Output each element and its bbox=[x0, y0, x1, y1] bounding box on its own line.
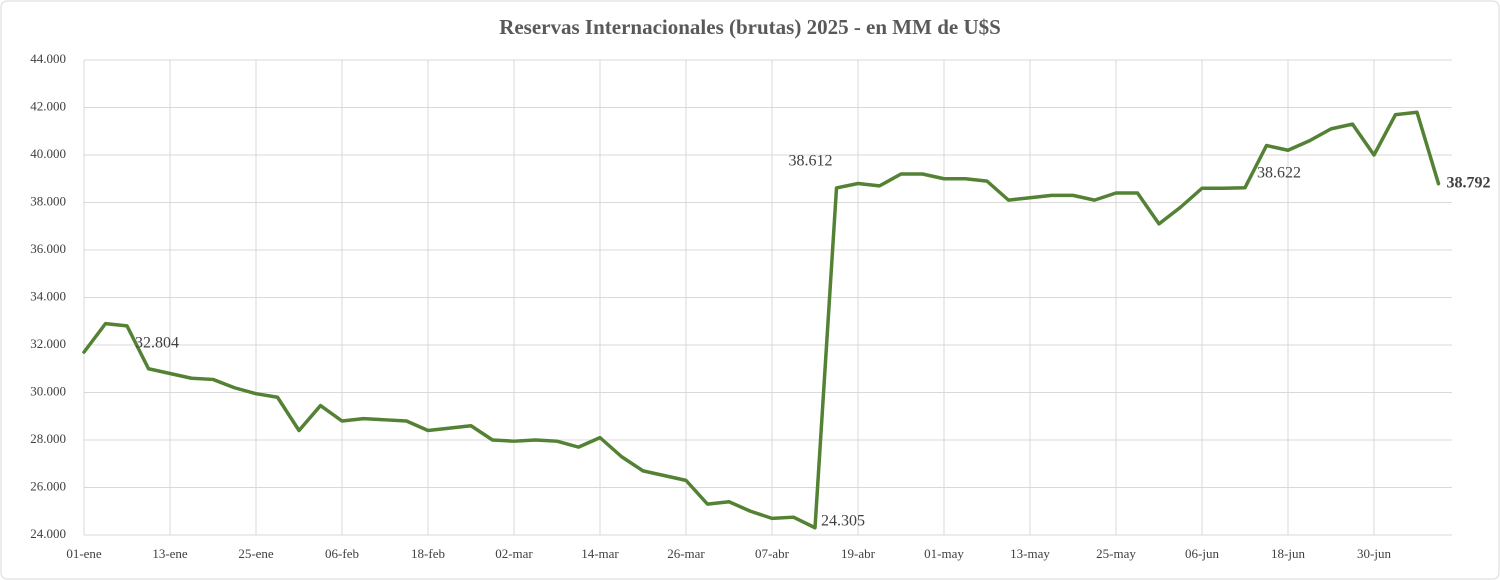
y-tick-label: 40.000 bbox=[30, 146, 66, 161]
y-tick-label: 34.000 bbox=[30, 288, 66, 303]
y-tick-label: 26.000 bbox=[30, 478, 66, 493]
chart-title: Reservas Internacionales (brutas) 2025 -… bbox=[499, 15, 1001, 39]
data-label: 38.612 bbox=[789, 153, 833, 170]
x-tick-label: 13-may bbox=[1010, 546, 1050, 561]
x-tick-label: 26-mar bbox=[667, 546, 705, 561]
x-tick-label: 06-jun bbox=[1185, 546, 1219, 561]
y-tick-label: 32.000 bbox=[30, 336, 66, 351]
series-line bbox=[82, 110, 1441, 530]
y-tick-label: 38.000 bbox=[30, 193, 66, 208]
x-tick-label: 13-ene bbox=[152, 546, 188, 561]
y-tick-label: 24.000 bbox=[30, 526, 66, 541]
x-tick-label: 14-mar bbox=[581, 546, 619, 561]
data-label: 24.305 bbox=[821, 512, 865, 529]
data-label: 38.792 bbox=[1447, 174, 1491, 191]
x-tick-label: 30-jun bbox=[1357, 546, 1391, 561]
data-label: 32.804 bbox=[135, 335, 179, 352]
y-tick-label: 28.000 bbox=[30, 431, 66, 446]
x-tick-label: 02-mar bbox=[495, 546, 533, 561]
y-tick-label: 30.000 bbox=[30, 383, 66, 398]
x-tick-label: 18-feb bbox=[411, 546, 445, 561]
data-label: 38.622 bbox=[1257, 164, 1301, 181]
x-tick-label: 18-jun bbox=[1271, 546, 1305, 561]
y-tick-label: 44.000 bbox=[30, 51, 66, 66]
x-tick-label: 25-may bbox=[1096, 546, 1136, 561]
x-tick-label: 06-feb bbox=[325, 546, 359, 561]
y-tick-label: 42.000 bbox=[30, 98, 66, 113]
y-tick-label: 36.000 bbox=[30, 241, 66, 256]
x-tick-label: 01-may bbox=[924, 546, 964, 561]
x-tick-label: 01-ene bbox=[66, 546, 102, 561]
x-tick-label: 19-abr bbox=[841, 546, 876, 561]
x-tick-label: 07-abr bbox=[755, 546, 790, 561]
x-tick-label: 25-ene bbox=[238, 546, 274, 561]
